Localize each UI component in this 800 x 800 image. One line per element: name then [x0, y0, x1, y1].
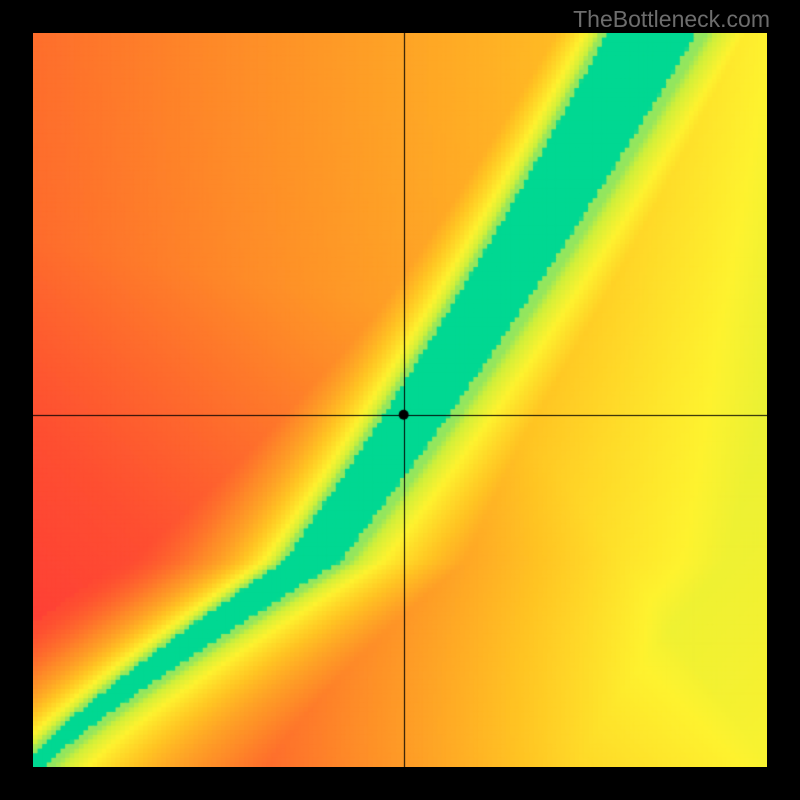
crosshair-overlay — [33, 33, 767, 767]
watermark-text: TheBottleneck.com — [573, 6, 770, 33]
